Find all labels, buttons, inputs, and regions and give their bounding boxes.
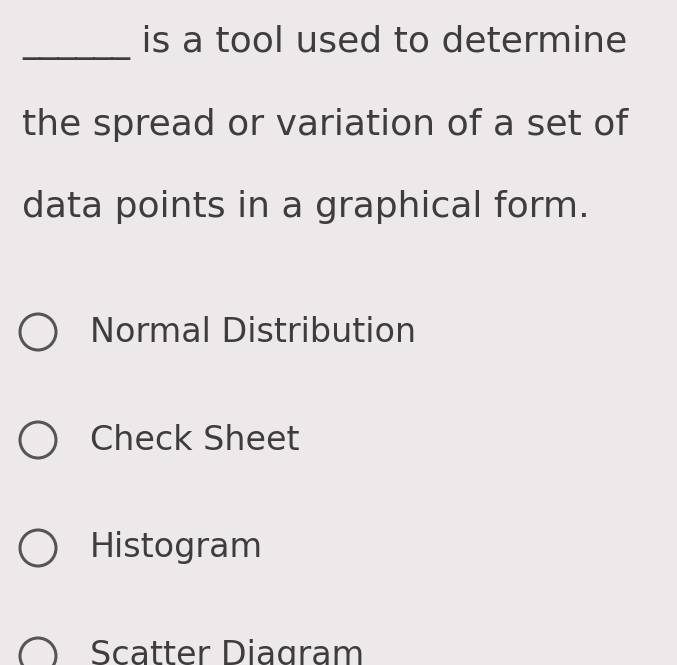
Text: ______ is a tool used to determine: ______ is a tool used to determine bbox=[22, 25, 628, 61]
Text: Check Sheet: Check Sheet bbox=[90, 424, 299, 456]
Text: Histogram: Histogram bbox=[90, 531, 263, 565]
Text: Normal Distribution: Normal Distribution bbox=[90, 315, 416, 348]
Text: the spread or variation of a set of: the spread or variation of a set of bbox=[22, 108, 628, 142]
Text: data points in a graphical form.: data points in a graphical form. bbox=[22, 190, 590, 224]
Text: Scatter Diagram: Scatter Diagram bbox=[90, 640, 364, 665]
